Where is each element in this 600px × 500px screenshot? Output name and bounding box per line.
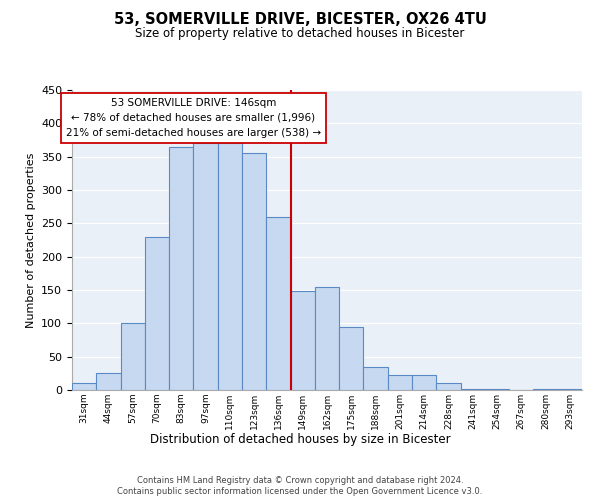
Bar (218, 144, 242, 390)
Bar (485, 388, 509, 390)
Bar (242, 154, 266, 390)
Bar (412, 376, 436, 390)
Bar (96, 374, 121, 390)
Bar (315, 286, 339, 390)
Text: Distribution of detached houses by size in Bicester: Distribution of detached houses by size … (149, 432, 451, 446)
Bar (145, 236, 169, 390)
Y-axis label: Number of detached properties: Number of detached properties (26, 152, 35, 328)
Text: Size of property relative to detached houses in Bicester: Size of property relative to detached ho… (136, 28, 464, 40)
Bar (193, 144, 218, 390)
Bar (461, 388, 485, 390)
Bar (169, 146, 193, 390)
Bar (388, 376, 412, 390)
Text: 53 SOMERVILLE DRIVE: 146sqm
← 78% of detached houses are smaller (1,996)
21% of : 53 SOMERVILLE DRIVE: 146sqm ← 78% of det… (66, 98, 321, 138)
Bar (436, 384, 461, 390)
Bar (72, 384, 96, 390)
Bar (339, 326, 364, 390)
Bar (121, 324, 145, 390)
Text: Contains HM Land Registry data © Crown copyright and database right 2024.: Contains HM Land Registry data © Crown c… (137, 476, 463, 485)
Text: 53, SOMERVILLE DRIVE, BICESTER, OX26 4TU: 53, SOMERVILLE DRIVE, BICESTER, OX26 4TU (113, 12, 487, 28)
Bar (364, 366, 388, 390)
Bar (290, 292, 315, 390)
Bar (558, 388, 582, 390)
Bar (266, 216, 290, 390)
Bar (533, 388, 558, 390)
Text: Contains public sector information licensed under the Open Government Licence v3: Contains public sector information licen… (118, 488, 482, 496)
